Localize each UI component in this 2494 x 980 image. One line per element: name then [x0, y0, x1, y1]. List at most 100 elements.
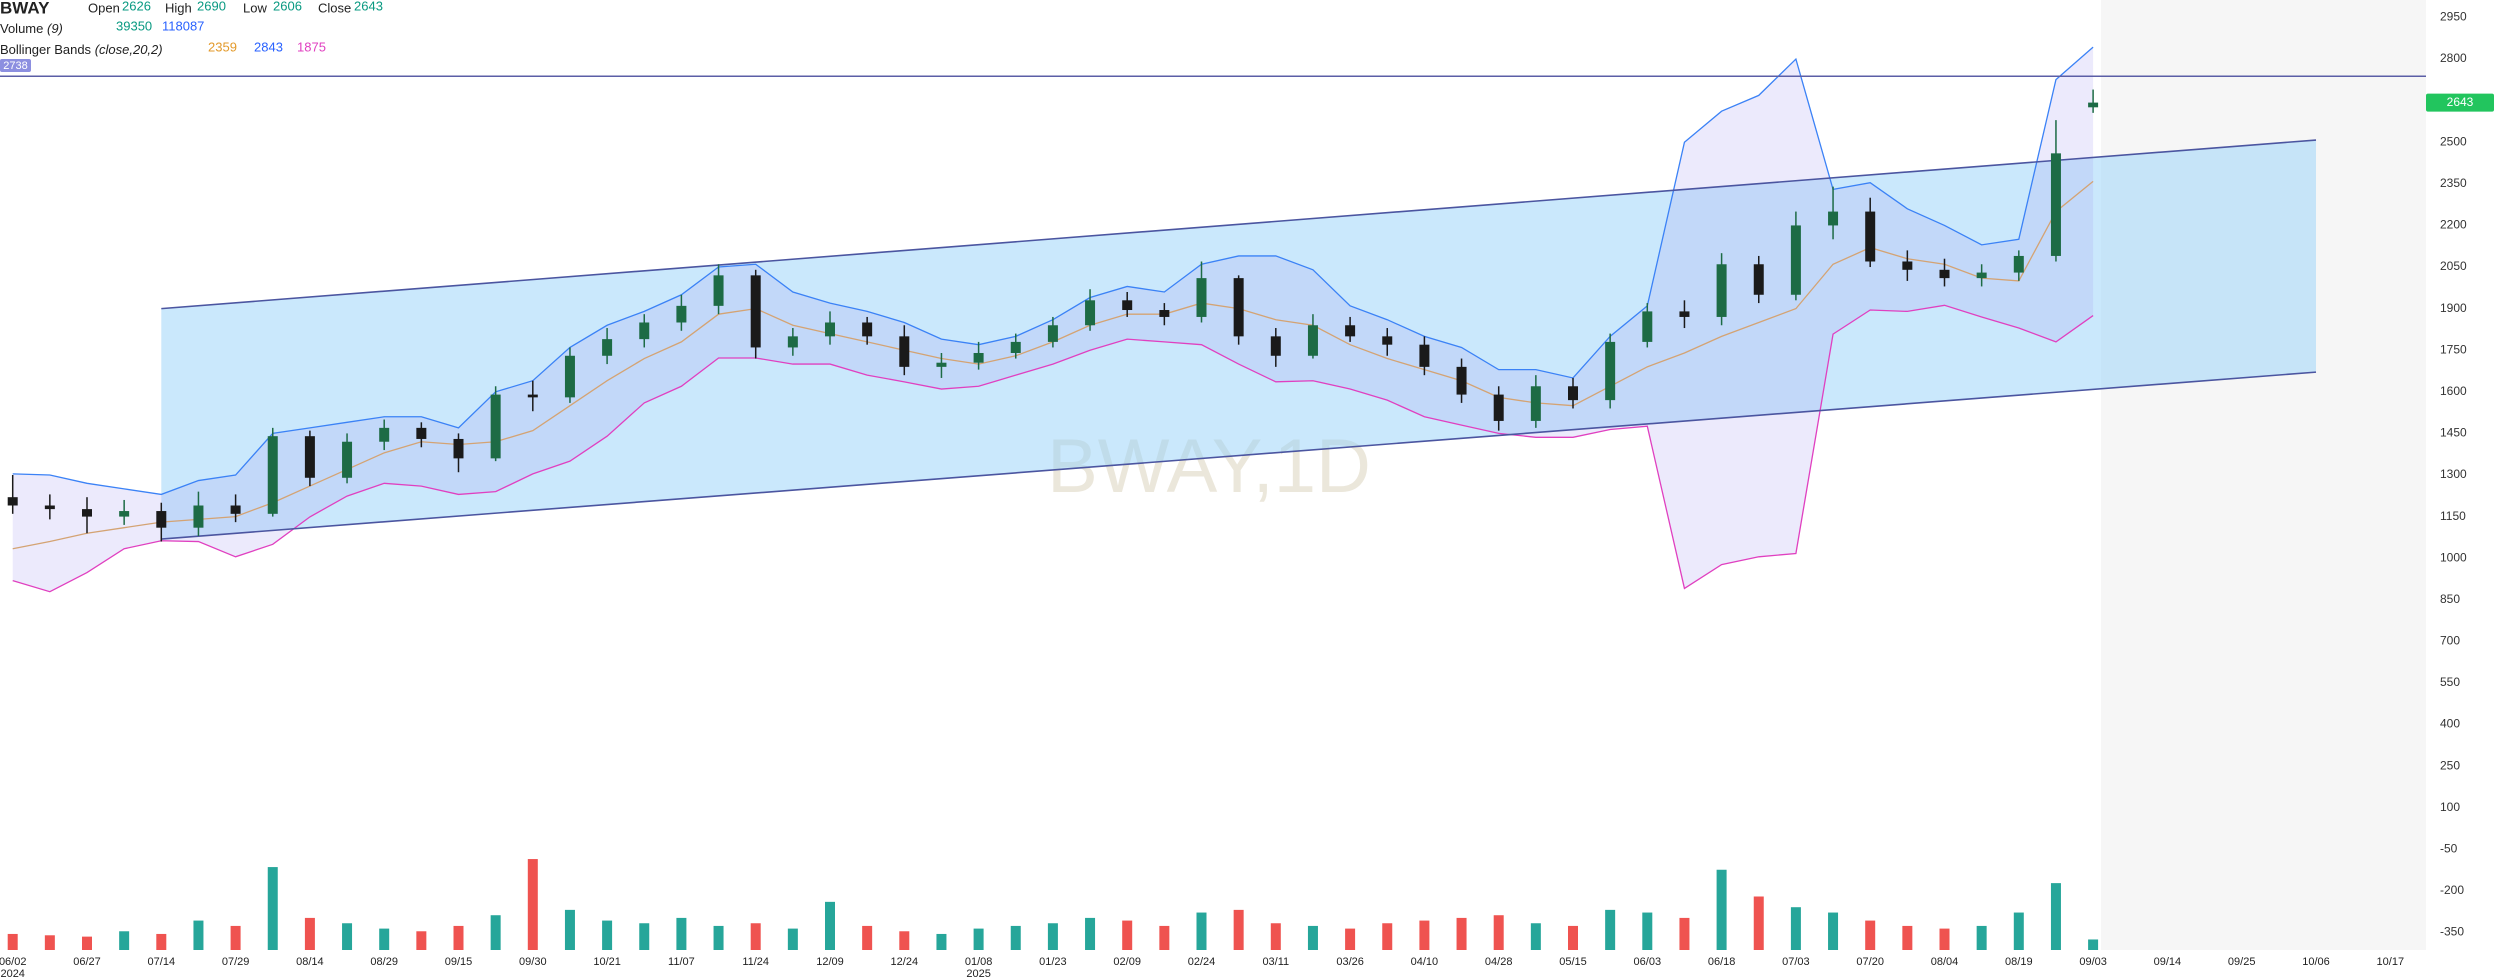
candle-body: [1865, 211, 1876, 262]
legend-label: Open: [88, 0, 120, 15]
legend-label: Close: [318, 0, 351, 15]
candle-body: [1419, 344, 1430, 367]
volume-bar: [2088, 939, 2099, 950]
candle-body: [862, 322, 873, 337]
candle-body: [1493, 394, 1504, 421]
volume-bar: [1939, 928, 1950, 950]
volume-label: Volume: [0, 21, 43, 36]
y-tick-label: 2350: [2440, 176, 2467, 190]
candle-body: [156, 511, 167, 528]
volume-bar: [1828, 912, 1839, 950]
candle-body: [2088, 102, 2099, 108]
volume-bar: [230, 925, 241, 950]
candle-body: [1010, 341, 1021, 353]
future-area: [2101, 0, 2426, 950]
volume-bar: [1679, 917, 1690, 950]
x-tick-label: 10/21: [593, 956, 621, 968]
volume-bar: [1196, 912, 1207, 950]
volume-bar: [1790, 907, 1801, 950]
candle-body: [676, 305, 687, 323]
y-tick-label: -200: [2440, 883, 2464, 897]
candle-body: [1456, 366, 1467, 395]
volume-bar: [267, 867, 278, 950]
y-tick-label: 2200: [2440, 218, 2467, 232]
candle-body: [2013, 255, 2024, 273]
x-tick-label: 02/09: [1113, 956, 1141, 968]
y-tick-label: 2050: [2440, 259, 2467, 273]
x-tick-label: 08/19: [2005, 956, 2033, 968]
x-tick-label: 07/29: [222, 956, 250, 968]
volume-bar: [1976, 925, 1987, 950]
bollinger-lower: [12, 304, 2094, 593]
y-tick-label: 850: [2440, 592, 2460, 606]
x-tick-label: 08/14: [296, 956, 324, 968]
volume-bar: [1902, 925, 1913, 950]
candle-body: [1976, 272, 1987, 279]
volume-bar: [7, 933, 18, 950]
candle-body: [564, 355, 575, 398]
candle-body: [750, 275, 761, 348]
candle-body: [1047, 325, 1058, 342]
candle-body: [1196, 278, 1207, 317]
volume-bar: [379, 928, 390, 950]
volume-bar: [1270, 923, 1281, 950]
volume-bar: [564, 909, 575, 950]
legend-value: 2843: [254, 39, 283, 54]
candle-body: [193, 505, 204, 528]
volume-bar: [1159, 925, 1170, 950]
volume-bar: [2013, 912, 2024, 950]
legend-value: 1875: [297, 39, 326, 54]
hline-label: 2738: [3, 60, 27, 72]
candle-body: [1642, 311, 1653, 342]
volume-bar: [44, 935, 55, 950]
x-tick-label: 05/15: [1559, 956, 1587, 968]
volume-bar: [119, 931, 130, 950]
x-tick-label: 06/27: [73, 956, 101, 968]
volume-bar: [1233, 909, 1244, 950]
y-tick-label: 1300: [2440, 467, 2467, 481]
x-tick-label: 07/20: [1856, 956, 1884, 968]
candle-body: [1679, 311, 1690, 317]
volume-bar: [2050, 883, 2061, 950]
x-tick-label: 10/17: [2377, 956, 2405, 968]
volume-bar: [1865, 920, 1876, 950]
candle-body: [490, 394, 501, 459]
candle-body: [379, 427, 390, 442]
volume-bar: [1456, 917, 1467, 950]
x-tick-label: 07/03: [1782, 956, 1810, 968]
x-tick-label: 01/23: [1039, 956, 1067, 968]
x-tick-label: 10/06: [2302, 956, 2330, 968]
candle-body: [304, 436, 315, 478]
candle-body: [2050, 153, 2061, 256]
y-tick-label: 700: [2440, 634, 2460, 648]
volume-bar: [862, 925, 873, 950]
volume-bar: [1753, 896, 1764, 950]
volume-bar: [1047, 923, 1058, 950]
candle-body: [44, 505, 55, 510]
candle-body: [1605, 341, 1616, 401]
y-tick-label: 550: [2440, 675, 2460, 689]
legend-value: 2359: [208, 39, 237, 54]
volume-bar: [416, 931, 427, 950]
candle-body: [1307, 325, 1318, 356]
symbol: BWAY: [0, 0, 50, 17]
x-year-label: 2025: [966, 968, 990, 980]
y-tick-label: -50: [2440, 842, 2458, 856]
volume-bar: [1382, 923, 1393, 950]
volume-bar: [1307, 925, 1318, 950]
x-year-label: 2024: [0, 968, 24, 980]
candle-body: [936, 362, 947, 367]
x-tick-label: 07/14: [148, 956, 176, 968]
candle-body: [787, 336, 798, 348]
volume-legend: Volume (9): [0, 21, 63, 36]
x-tick-label: 12/24: [891, 956, 919, 968]
volume-bar: [1605, 909, 1616, 950]
x-tick-label: 08/04: [1931, 956, 1959, 968]
volume-bar: [639, 923, 650, 950]
y-tick-label: 1600: [2440, 384, 2467, 398]
x-tick-label: 11/24: [742, 956, 769, 968]
candle-body: [527, 394, 538, 398]
x-tick-label: 11/07: [668, 956, 695, 968]
volume-bar: [787, 928, 798, 950]
